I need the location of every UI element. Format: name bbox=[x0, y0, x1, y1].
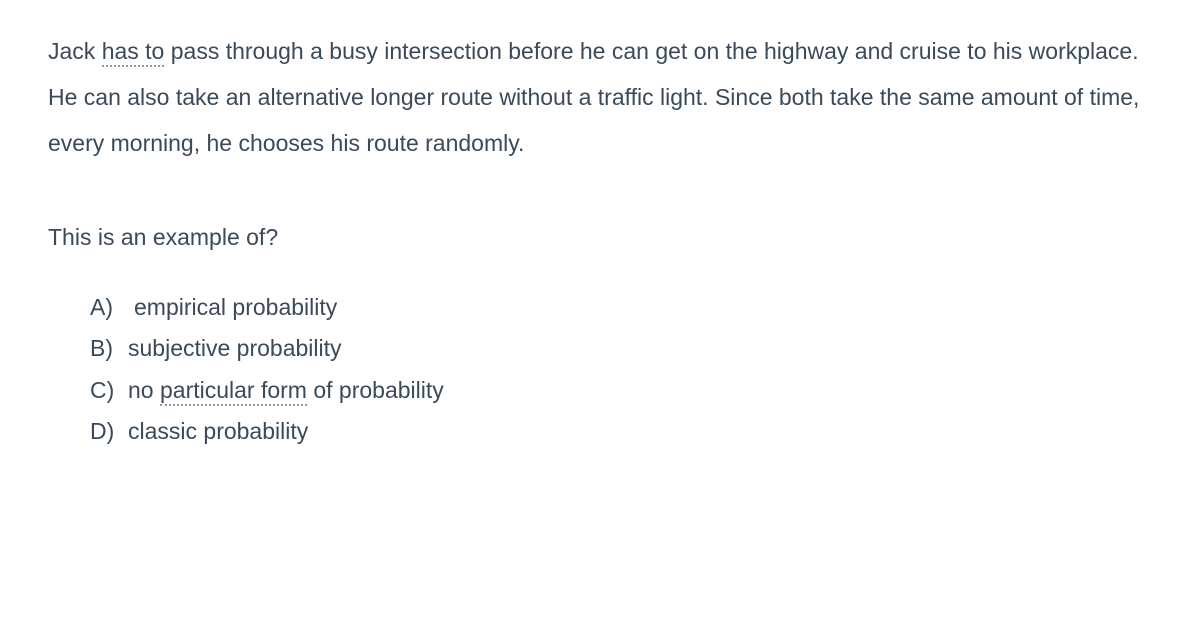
option-b-text: subjective probability bbox=[128, 328, 342, 369]
spell-underline-particular-form: particular form bbox=[160, 377, 307, 406]
option-a-letter: A) bbox=[90, 287, 134, 328]
option-b-letter: B) bbox=[90, 328, 128, 369]
option-c-letter: C) bbox=[90, 370, 128, 411]
option-a-text: empirical probability bbox=[134, 287, 337, 328]
question-prompt: This is an example of? bbox=[48, 224, 1152, 251]
scenario-text-2: pass through a busy intersection before … bbox=[48, 38, 1139, 156]
option-d-text: classic probability bbox=[128, 411, 308, 452]
option-c-text: no particular form of probability bbox=[128, 370, 444, 411]
scenario-text-1: Jack bbox=[48, 38, 102, 64]
spell-underline-has-to: has to bbox=[102, 38, 165, 67]
option-c-pre: no bbox=[128, 377, 160, 403]
option-b[interactable]: B) subjective probability bbox=[90, 328, 1152, 369]
options-list: A) empirical probability B) subjective p… bbox=[48, 287, 1152, 453]
option-a[interactable]: A) empirical probability bbox=[90, 287, 1152, 328]
option-c[interactable]: C) no particular form of probability bbox=[90, 370, 1152, 411]
option-c-post: of probability bbox=[307, 377, 444, 403]
option-d-letter: D) bbox=[90, 411, 128, 452]
question-scenario: Jack has to pass through a busy intersec… bbox=[48, 28, 1152, 166]
option-d[interactable]: D) classic probability bbox=[90, 411, 1152, 452]
